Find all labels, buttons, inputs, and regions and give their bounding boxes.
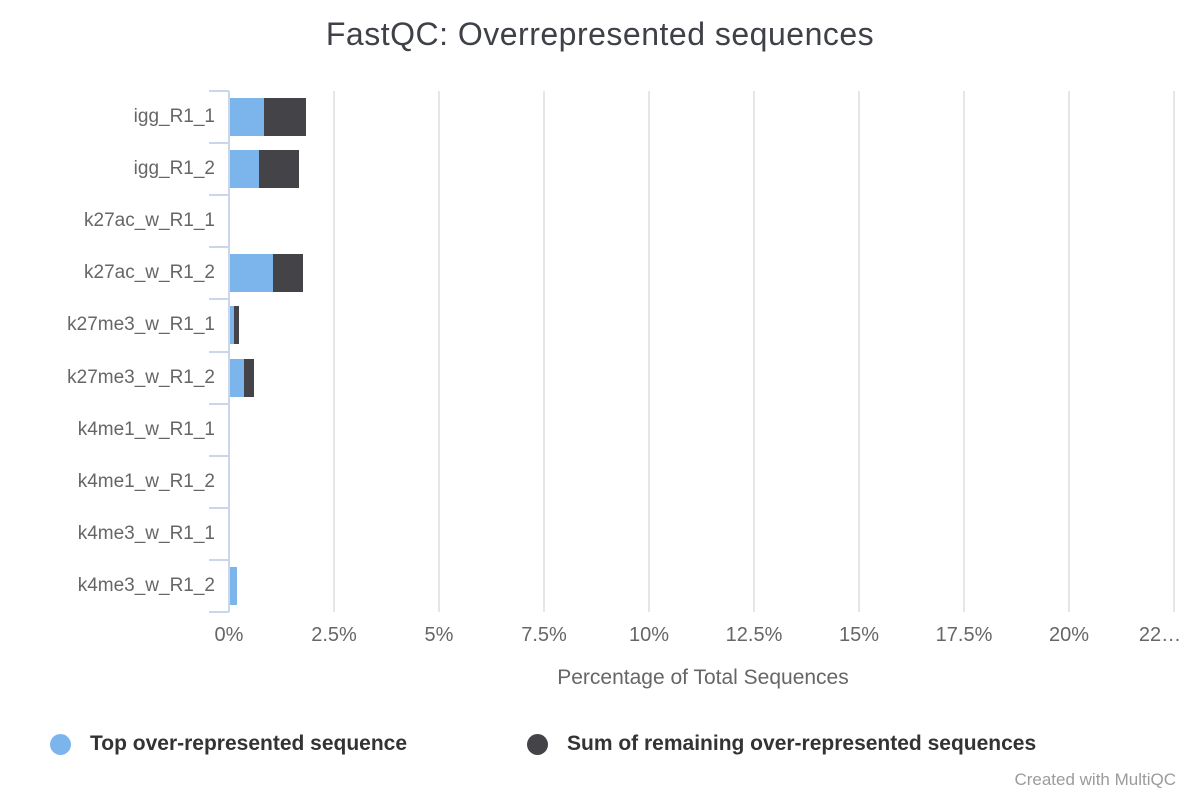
y-axis-tick xyxy=(209,611,229,613)
gridline xyxy=(1173,91,1175,612)
bar-segment-remaining-sequences[interactable] xyxy=(258,150,300,189)
x-tick-label: 10% xyxy=(628,624,670,646)
bar-segment-remaining-sequences[interactable] xyxy=(243,358,255,397)
bar-segment-top-sequence[interactable] xyxy=(230,98,265,137)
gridline xyxy=(333,91,335,612)
x-tick-label: 17.5% xyxy=(935,624,993,646)
x-axis-title: Percentage of Total Sequences xyxy=(557,666,849,689)
x-tick-label: 0% xyxy=(214,624,244,646)
bar-segment-top-sequence[interactable] xyxy=(230,150,259,189)
gridline xyxy=(543,91,545,612)
bar-segment-top-sequence[interactable] xyxy=(230,254,273,293)
category-label: k27me3_w_R1_1 xyxy=(67,314,215,336)
chart-title: FastQC: Overrepresented sequences xyxy=(325,16,875,52)
x-tick-label: 22… xyxy=(1138,624,1182,646)
bar-segment-remaining-sequences[interactable] xyxy=(234,306,240,345)
category-label: igg_R1_2 xyxy=(133,158,215,180)
y-axis-tick xyxy=(209,298,229,301)
gridline xyxy=(648,91,650,612)
category-label: k27ac_w_R1_1 xyxy=(84,210,215,232)
legend-label-remaining-sequences: Sum of remaining over-represented sequen… xyxy=(567,732,1037,755)
legend-marker-circle-blue-icon xyxy=(50,733,71,755)
x-tick-label: 12.5% xyxy=(725,624,783,646)
category-label: k4me3_w_R1_1 xyxy=(77,522,215,544)
legend: Top over-represented sequence Sum of rem… xyxy=(0,732,1200,762)
legend-label-top-sequence: Top over-represented sequence xyxy=(90,732,408,755)
y-axis-tick xyxy=(209,142,229,145)
category-label: k27me3_w_R1_2 xyxy=(67,366,215,388)
gridline xyxy=(858,91,860,612)
legend-item-remaining-sequences[interactable]: Sum of remaining over-represented sequen… xyxy=(527,732,1036,756)
multiqc-credit: Created with MultiQC xyxy=(1014,770,1176,789)
x-tick-label: 2.5% xyxy=(311,624,357,646)
x-tick-label: 20% xyxy=(1048,624,1090,646)
y-axis-tick xyxy=(209,506,229,509)
bar-segment-remaining-sequences[interactable] xyxy=(272,254,304,293)
y-axis-tick xyxy=(209,350,229,353)
category-label: k27ac_w_R1_2 xyxy=(84,262,215,284)
gridline xyxy=(438,91,440,612)
bar-segment-top-sequence[interactable] xyxy=(230,358,244,397)
gridline xyxy=(963,91,965,612)
gridline xyxy=(753,91,755,612)
x-tick-label: 5% xyxy=(424,624,454,646)
y-axis-tick xyxy=(209,246,229,249)
legend-marker-circle-dark-icon xyxy=(527,733,548,755)
gridline xyxy=(1068,91,1070,612)
x-tick-label: 15% xyxy=(838,624,880,646)
legend-item-top-sequence[interactable]: Top over-represented sequence xyxy=(50,732,407,756)
y-axis-tick xyxy=(209,402,229,405)
y-axis-tick xyxy=(209,454,229,457)
x-tick-label: 7.5% xyxy=(521,624,567,646)
category-label: k4me3_w_R1_2 xyxy=(77,574,215,596)
y-axis-line xyxy=(228,91,230,612)
bar-segment-remaining-sequences[interactable] xyxy=(264,98,306,137)
category-label: k4me1_w_R1_1 xyxy=(77,418,215,440)
category-label: igg_R1_1 xyxy=(133,106,215,127)
bar-segment-top-sequence[interactable] xyxy=(230,566,237,605)
category-label: k4me1_w_R1_2 xyxy=(77,470,215,492)
y-axis-tick xyxy=(209,90,229,92)
bar-segment-top-sequence[interactable] xyxy=(230,306,235,345)
y-axis-tick xyxy=(209,194,229,197)
y-axis-tick xyxy=(209,558,229,561)
